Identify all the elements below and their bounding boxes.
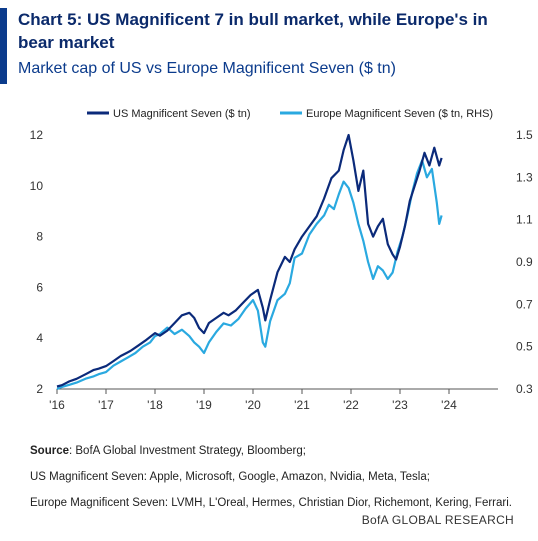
chart-series xyxy=(56,133,443,391)
chart-legend: US Magnificent Seven ($ tn) Europe Magnif… xyxy=(87,108,493,120)
x-tick-label: '19 xyxy=(196,398,212,412)
x-tick-label: '17 xyxy=(98,398,114,412)
right-tick-label: 1.5 xyxy=(516,128,533,142)
line-chart: '16 '17 '18 '19 '20 '21 '22 '23 '24 2 4 6 8 10 12 0.3 0.… xyxy=(30,108,533,412)
chart-subtitle: Market cap of US vs Europe Magnificent S… xyxy=(18,60,396,77)
us-series-line xyxy=(56,133,443,388)
x-tick-label: '20 xyxy=(245,398,261,412)
source-label: Source xyxy=(30,445,69,457)
x-tick-label: '23 xyxy=(392,398,408,412)
footer-brand: BofA GLOBAL RESEARCH xyxy=(361,513,514,527)
x-tick-label: '21 xyxy=(294,398,310,412)
left-tick-label: 6 xyxy=(36,280,43,294)
left-tick-label: 10 xyxy=(30,179,44,193)
x-tick-label: '24 xyxy=(441,398,457,412)
chart-title: Chart 5: US Magnificent 7 in bull market… xyxy=(18,10,488,52)
left-tick-label: 12 xyxy=(30,128,44,142)
right-tick-label: 1.3 xyxy=(516,170,533,184)
legend-label-europe: Europe Magnificent Seven ($ tn, RHS) xyxy=(306,108,493,120)
chart-axes: '16 '17 '18 '19 '20 '21 '22 '23 '24 2 4 6 8 10 12 0.3 0.… xyxy=(30,128,533,412)
x-tick-label: '22 xyxy=(343,398,359,412)
us-members-note: US Magnificent Seven: Apple, Microsoft, … xyxy=(30,471,430,483)
right-tick-label: 0.9 xyxy=(516,255,533,269)
europe-series-line xyxy=(56,159,443,391)
source-text: : BofA Global Investment Strategy, Bloom… xyxy=(69,445,306,457)
left-tick-label: 2 xyxy=(36,382,43,396)
right-tick-label: 0.5 xyxy=(516,340,533,354)
left-tick-label: 4 xyxy=(36,331,43,345)
x-tick-label: '18 xyxy=(147,398,163,412)
legend-label-us: US Magnificent Seven ($ tn) xyxy=(113,108,251,120)
right-tick-label: 0.7 xyxy=(516,297,533,311)
source-note: Source: BofA Global Investment Strategy,… xyxy=(30,438,530,516)
source-line: Source: BofA Global Investment Strategy,… xyxy=(30,438,530,464)
title-accent-bar xyxy=(0,8,7,84)
right-tick-label: 1.1 xyxy=(516,213,533,227)
right-tick-label: 0.3 xyxy=(516,382,533,396)
x-tick-label: '16 xyxy=(49,398,65,412)
eu-members-note: Europe Magnificent Seven: LVMH, L'Oreal,… xyxy=(30,497,512,509)
left-tick-label: 8 xyxy=(36,230,43,244)
